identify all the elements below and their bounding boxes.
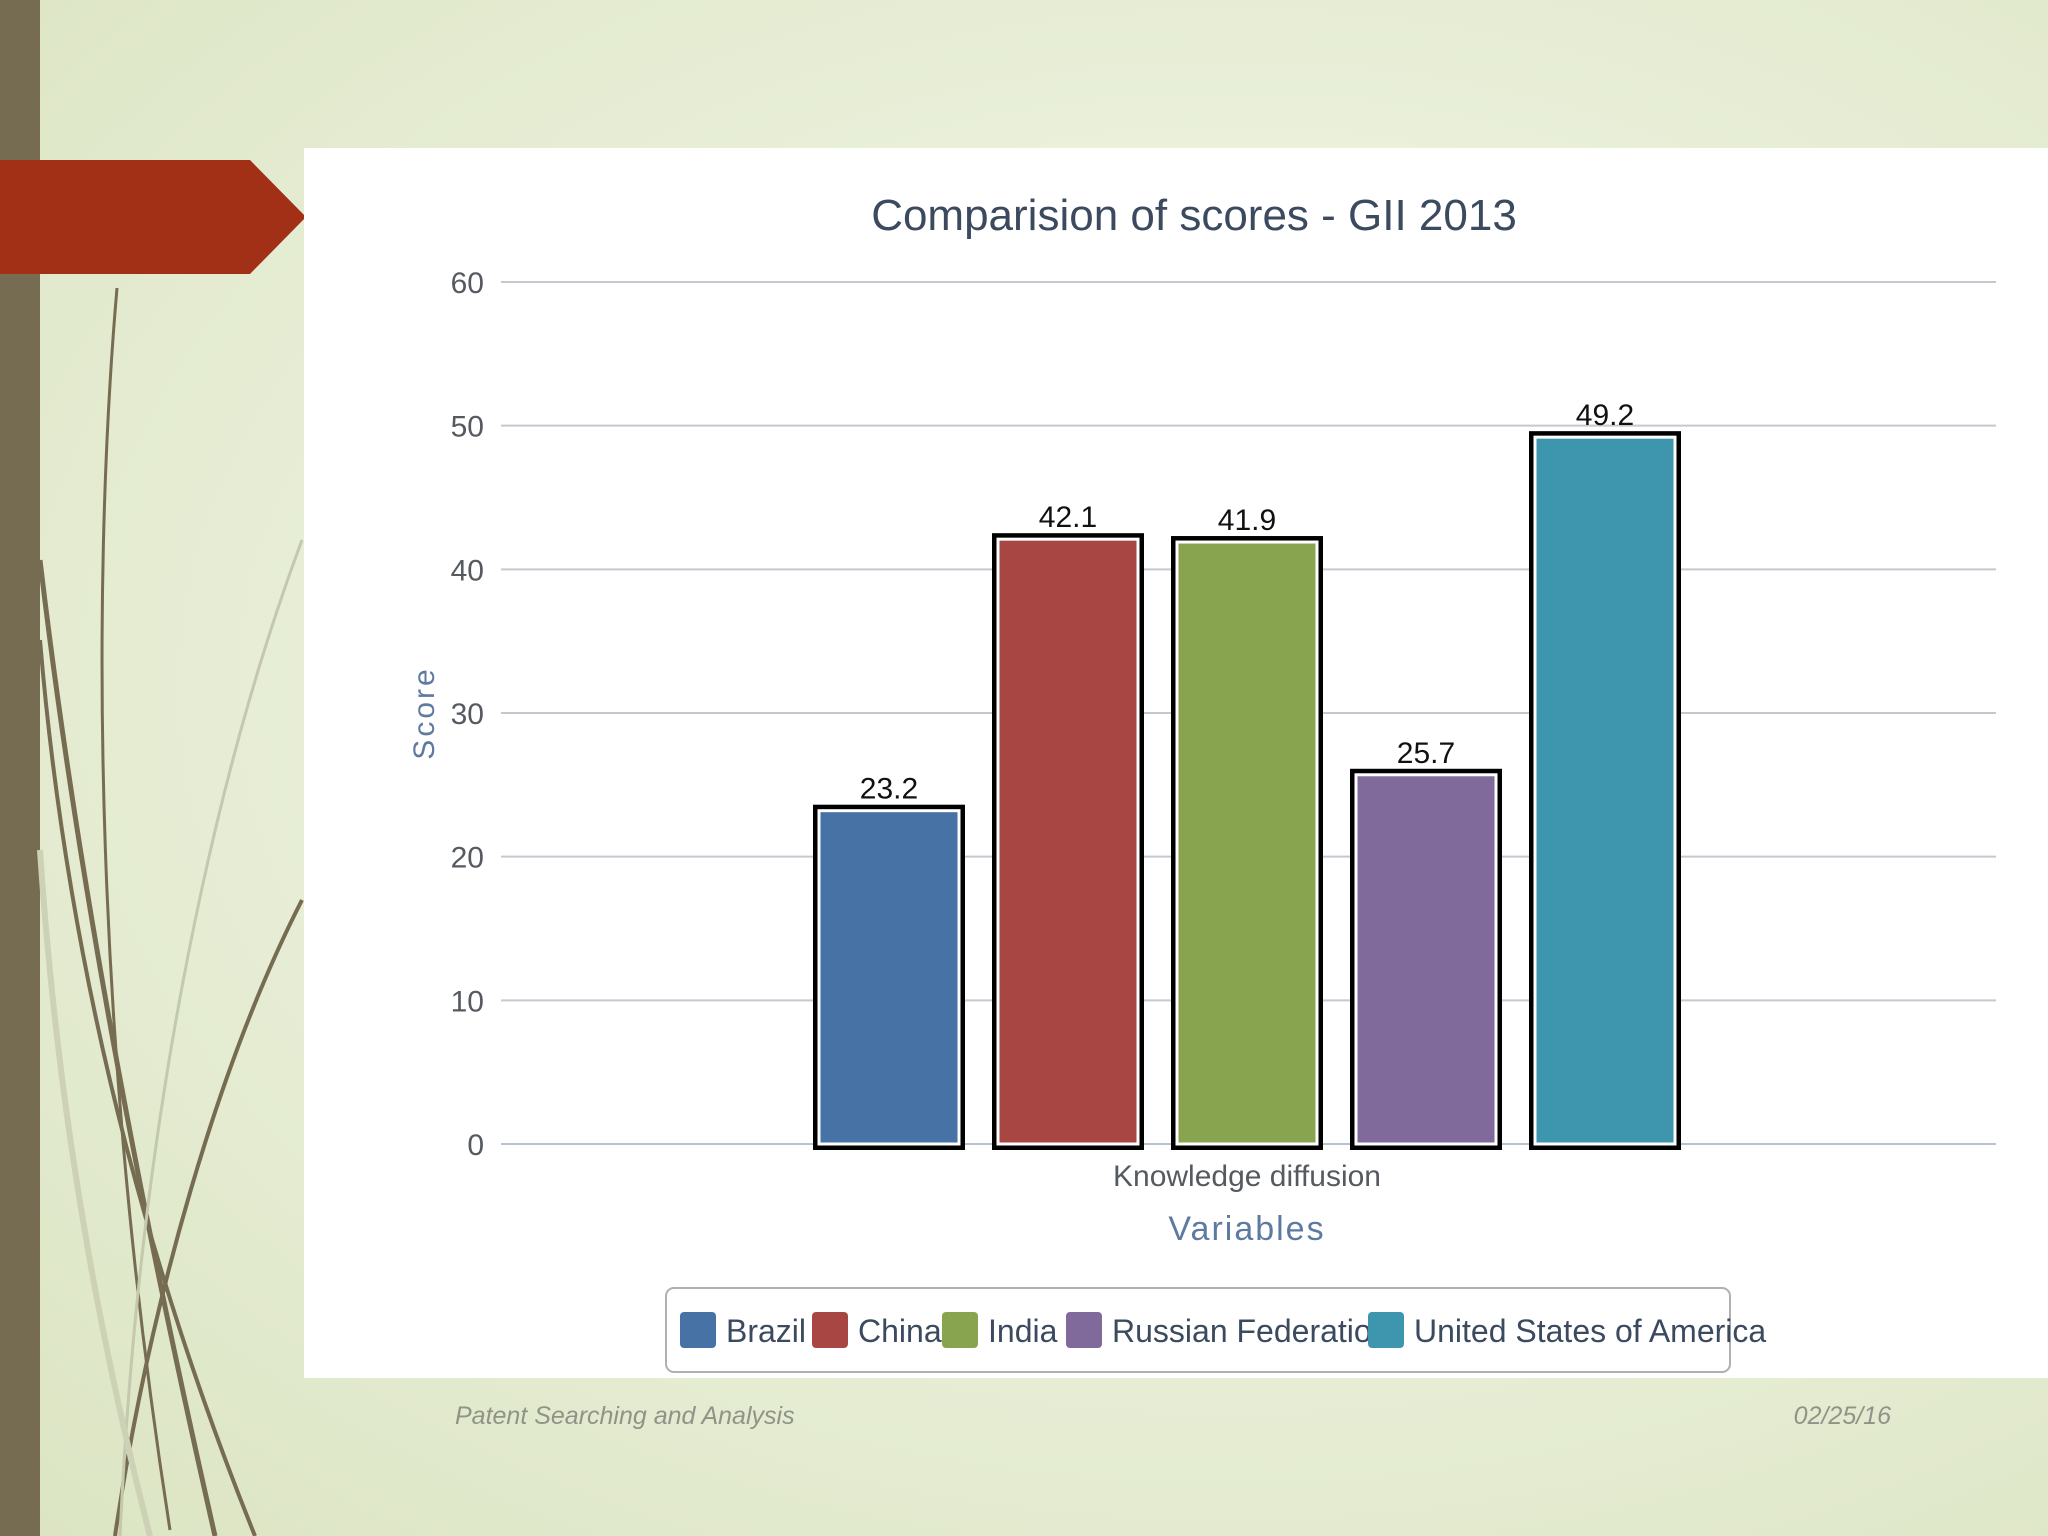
y-tick-label: 60 [451,267,484,300]
accent-arrow-tab [0,160,306,274]
chart-panel: Comparision of scores - GII 2013 0 10 20 30 4… [304,148,2048,1378]
legend-label: Russian Federation [1112,1313,1389,1349]
data-label: 41.9 [1218,504,1276,537]
legend-label: United States of America [1414,1313,1766,1349]
y-tick-label: 50 [451,411,484,444]
x-axis-label: Variables [1168,1210,1325,1248]
footer-date: 02/25/16 [1793,1402,1891,1430]
legend-swatch [812,1312,848,1348]
grass-decoration [37,287,304,1536]
bar [1354,773,1498,1146]
data-label: 49.2 [1576,399,1634,432]
y-tick-label: 0 [467,1129,484,1162]
legend-label: China [858,1313,942,1349]
y-tick-label: 20 [451,842,484,875]
bar-chart: Comparision of scores - GII 2013 0 10 20 30 4… [408,191,1996,1373]
legend-label: Brazil [726,1313,806,1349]
bar [1175,540,1319,1146]
x-tick-label: Knowledge diffusion [1113,1160,1381,1193]
legend-swatch [1368,1312,1404,1348]
bar [817,809,961,1146]
y-axis-label: Score [408,666,441,759]
bar [1533,435,1677,1146]
data-label: 23.2 [860,773,918,806]
legend-swatch [942,1312,978,1348]
legend-swatch [1066,1312,1102,1348]
data-label: 25.7 [1397,737,1455,770]
legend-box [665,1287,1731,1373]
chart-title: Comparision of scores - GII 2013 [871,191,1517,240]
footer-title: Patent Searching and Analysis [455,1402,795,1430]
y-tick-label: 10 [451,985,484,1018]
legend-label: India [988,1313,1058,1349]
bar [996,537,1140,1146]
legend-swatch [680,1312,716,1348]
y-tick-label: 40 [451,554,484,587]
data-label: 42.1 [1039,501,1097,534]
y-tick-label: 30 [451,698,484,731]
